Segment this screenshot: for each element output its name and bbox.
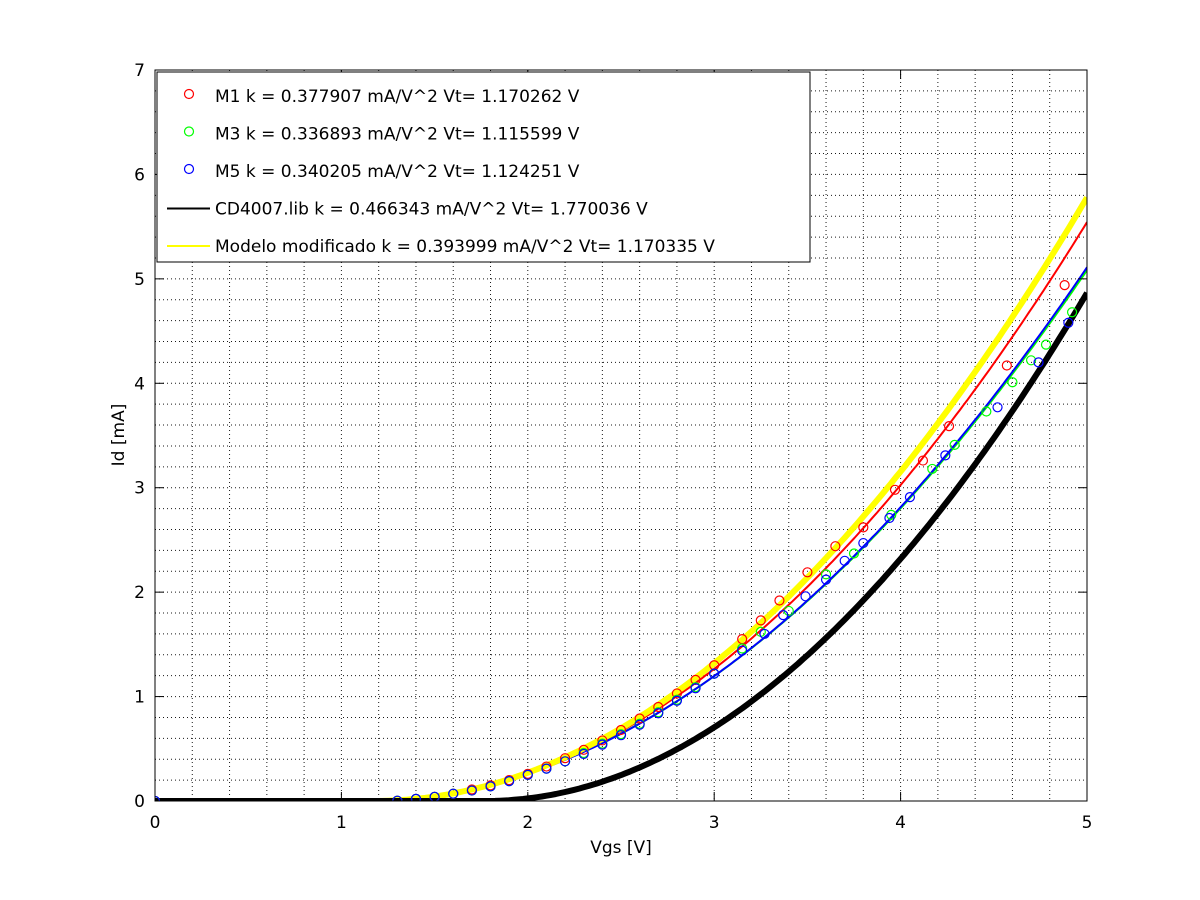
data-marker <box>839 555 850 566</box>
data-marker <box>858 522 869 533</box>
data-marker <box>1025 355 1037 366</box>
x-tick-label: 0 <box>150 813 161 833</box>
series-line <box>155 291 1087 801</box>
data-marker <box>737 645 748 656</box>
data-marker <box>597 739 608 750</box>
data-marker <box>927 463 938 475</box>
data-marker <box>755 615 766 626</box>
data-marker <box>759 628 770 640</box>
data-marker <box>690 683 701 694</box>
x-tick-label: 1 <box>336 813 347 833</box>
y-tick-label: 2 <box>134 583 145 603</box>
data-marker <box>889 484 901 495</box>
data-marker <box>981 406 992 417</box>
data-marker <box>886 509 897 520</box>
data-marker <box>578 744 589 755</box>
data-marker <box>559 753 571 764</box>
data-marker <box>1063 317 1074 328</box>
legend-box <box>156 71 811 263</box>
data-marker <box>448 788 459 799</box>
x-tick-label: 5 <box>1082 813 1093 833</box>
data-marker <box>904 492 916 503</box>
data-marker <box>1059 280 1070 291</box>
data-marker <box>410 793 422 801</box>
series-line <box>155 196 1087 801</box>
data-marker <box>1001 360 1012 371</box>
data-marker <box>778 610 789 621</box>
data-marker <box>690 674 701 685</box>
y-tick-label: 0 <box>134 792 145 812</box>
series-lines <box>155 196 1087 801</box>
data-marker <box>848 548 860 559</box>
legend-label: M3 k = 0.336893 mA/V^2 Vt= 1.115599 V <box>215 125 580 145</box>
data-marker <box>1007 377 1018 388</box>
data-marker <box>992 402 1003 413</box>
plot-frame <box>154 69 1088 802</box>
data-marker <box>1040 339 1052 350</box>
y-tick-label: 6 <box>134 165 145 185</box>
legend-marker <box>183 88 195 100</box>
x-tick-label: 2 <box>522 813 533 833</box>
data-marker <box>671 695 683 706</box>
y-axis-label: Id [mA] <box>109 404 129 467</box>
data-marker <box>917 455 929 466</box>
data-marker <box>485 781 496 792</box>
legend-label: CD4007.lib k = 0.466343 mA/V^2 Vt= 1.770… <box>215 200 648 220</box>
legend-label: M1 k = 0.377907 mA/V^2 Vt= 1.170262 V <box>215 87 580 107</box>
data-marker <box>800 591 811 602</box>
data-marker <box>858 537 869 549</box>
data-marker <box>802 567 813 578</box>
y-tick-label: 4 <box>134 374 145 394</box>
y-tick-label: 1 <box>134 688 145 708</box>
legend-label: Modelo modificado k = 0.393999 mA/V^2 Vt… <box>215 237 715 257</box>
data-marker <box>634 719 645 730</box>
data-marker <box>940 450 951 461</box>
y-tick-label: 3 <box>134 479 145 499</box>
data-marker <box>615 724 627 736</box>
legend-marker <box>183 126 195 137</box>
data-marker <box>634 713 645 724</box>
x-tick-label: 3 <box>709 813 720 833</box>
data-marker <box>541 763 552 774</box>
x-axis-label: Vgs [V] <box>590 838 652 858</box>
data-marker <box>774 595 785 606</box>
legend-marker <box>183 163 195 175</box>
data-marker <box>522 769 533 780</box>
x-tick-label: 4 <box>895 813 906 833</box>
y-tick-label: 5 <box>134 270 145 290</box>
data-marker <box>820 574 832 585</box>
data-marker <box>615 730 627 741</box>
data-marker <box>709 668 720 679</box>
data-marker <box>830 541 841 552</box>
data-marker <box>943 421 955 432</box>
data-marker <box>597 735 608 746</box>
data-marker <box>559 756 571 767</box>
grid <box>154 69 1088 802</box>
data-marker <box>709 660 720 671</box>
legend-label: M5 k = 0.340205 mA/V^2 Vt= 1.124251 V <box>215 162 580 182</box>
data-marker <box>671 688 683 699</box>
legend: M1 k = 0.377907 mA/V^2 Vt= 1.170262 V M3 … <box>156 71 811 263</box>
y-tick-label: 7 <box>134 61 145 81</box>
data-marker <box>820 569 832 580</box>
data-marker <box>653 701 664 713</box>
data-marker <box>504 776 515 787</box>
data-marker <box>949 439 960 450</box>
data-marker <box>1033 357 1044 368</box>
data-marker <box>1066 307 1078 318</box>
data-marker <box>578 748 589 760</box>
data-marker <box>653 708 664 719</box>
data-marker <box>884 512 895 524</box>
data-marker <box>429 791 440 801</box>
data-marker <box>466 785 477 796</box>
